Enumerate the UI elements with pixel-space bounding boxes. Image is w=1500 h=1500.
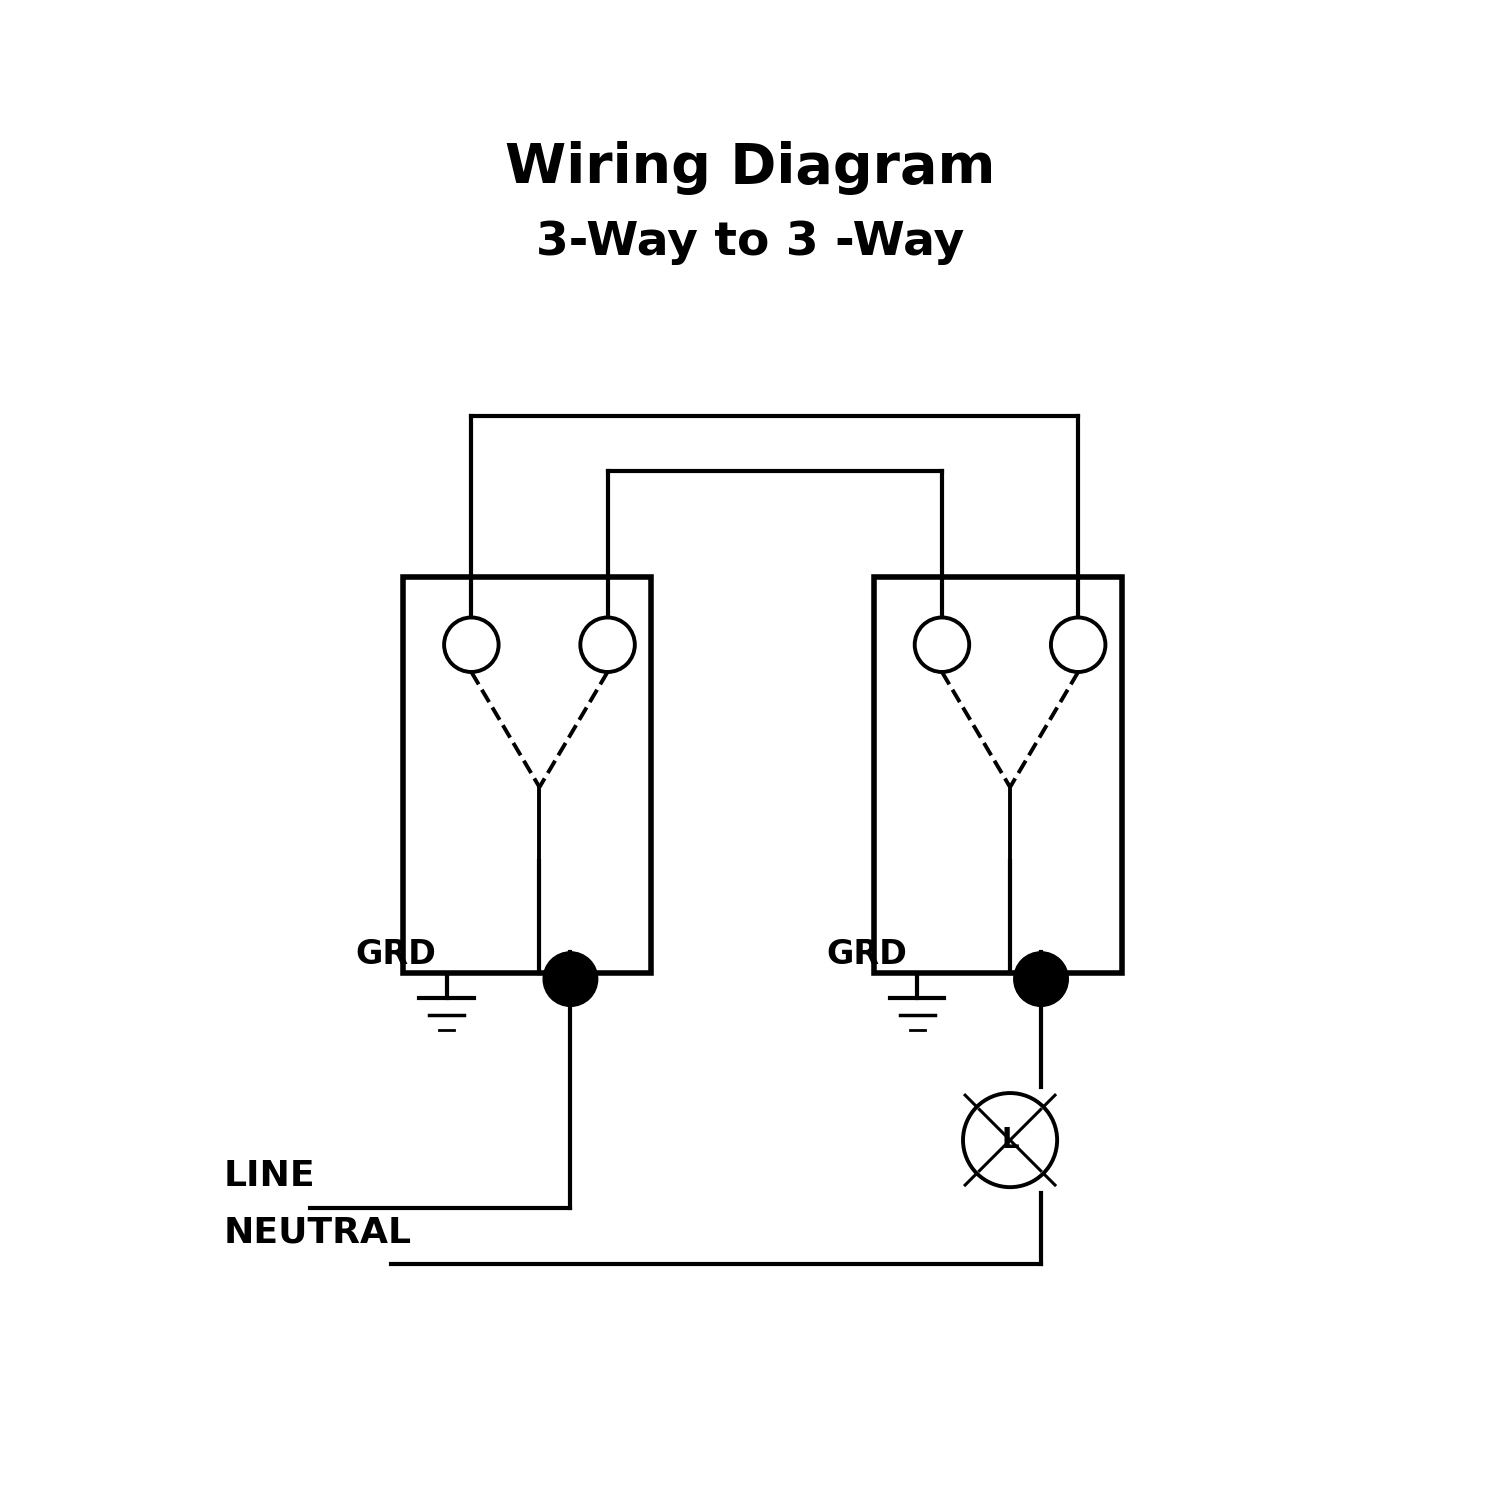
Text: GRD: GRD <box>827 938 908 970</box>
Bar <box>404 576 651 974</box>
Text: L: L <box>1002 1126 1019 1154</box>
Circle shape <box>963 1094 1058 1186</box>
Text: Wiring Diagram: Wiring Diagram <box>506 141 994 195</box>
Text: 3-Way to 3 -Way: 3-Way to 3 -Way <box>536 219 964 264</box>
Text: LINE: LINE <box>224 1160 315 1194</box>
Circle shape <box>915 618 969 672</box>
Text: NEUTRAL: NEUTRAL <box>224 1215 411 1249</box>
Text: GRD: GRD <box>356 938 436 970</box>
Circle shape <box>580 618 634 672</box>
Circle shape <box>1052 618 1106 672</box>
Circle shape <box>444 618 498 672</box>
Circle shape <box>1014 952 1068 1006</box>
Circle shape <box>543 952 597 1006</box>
Bar <box>874 576 1122 974</box>
